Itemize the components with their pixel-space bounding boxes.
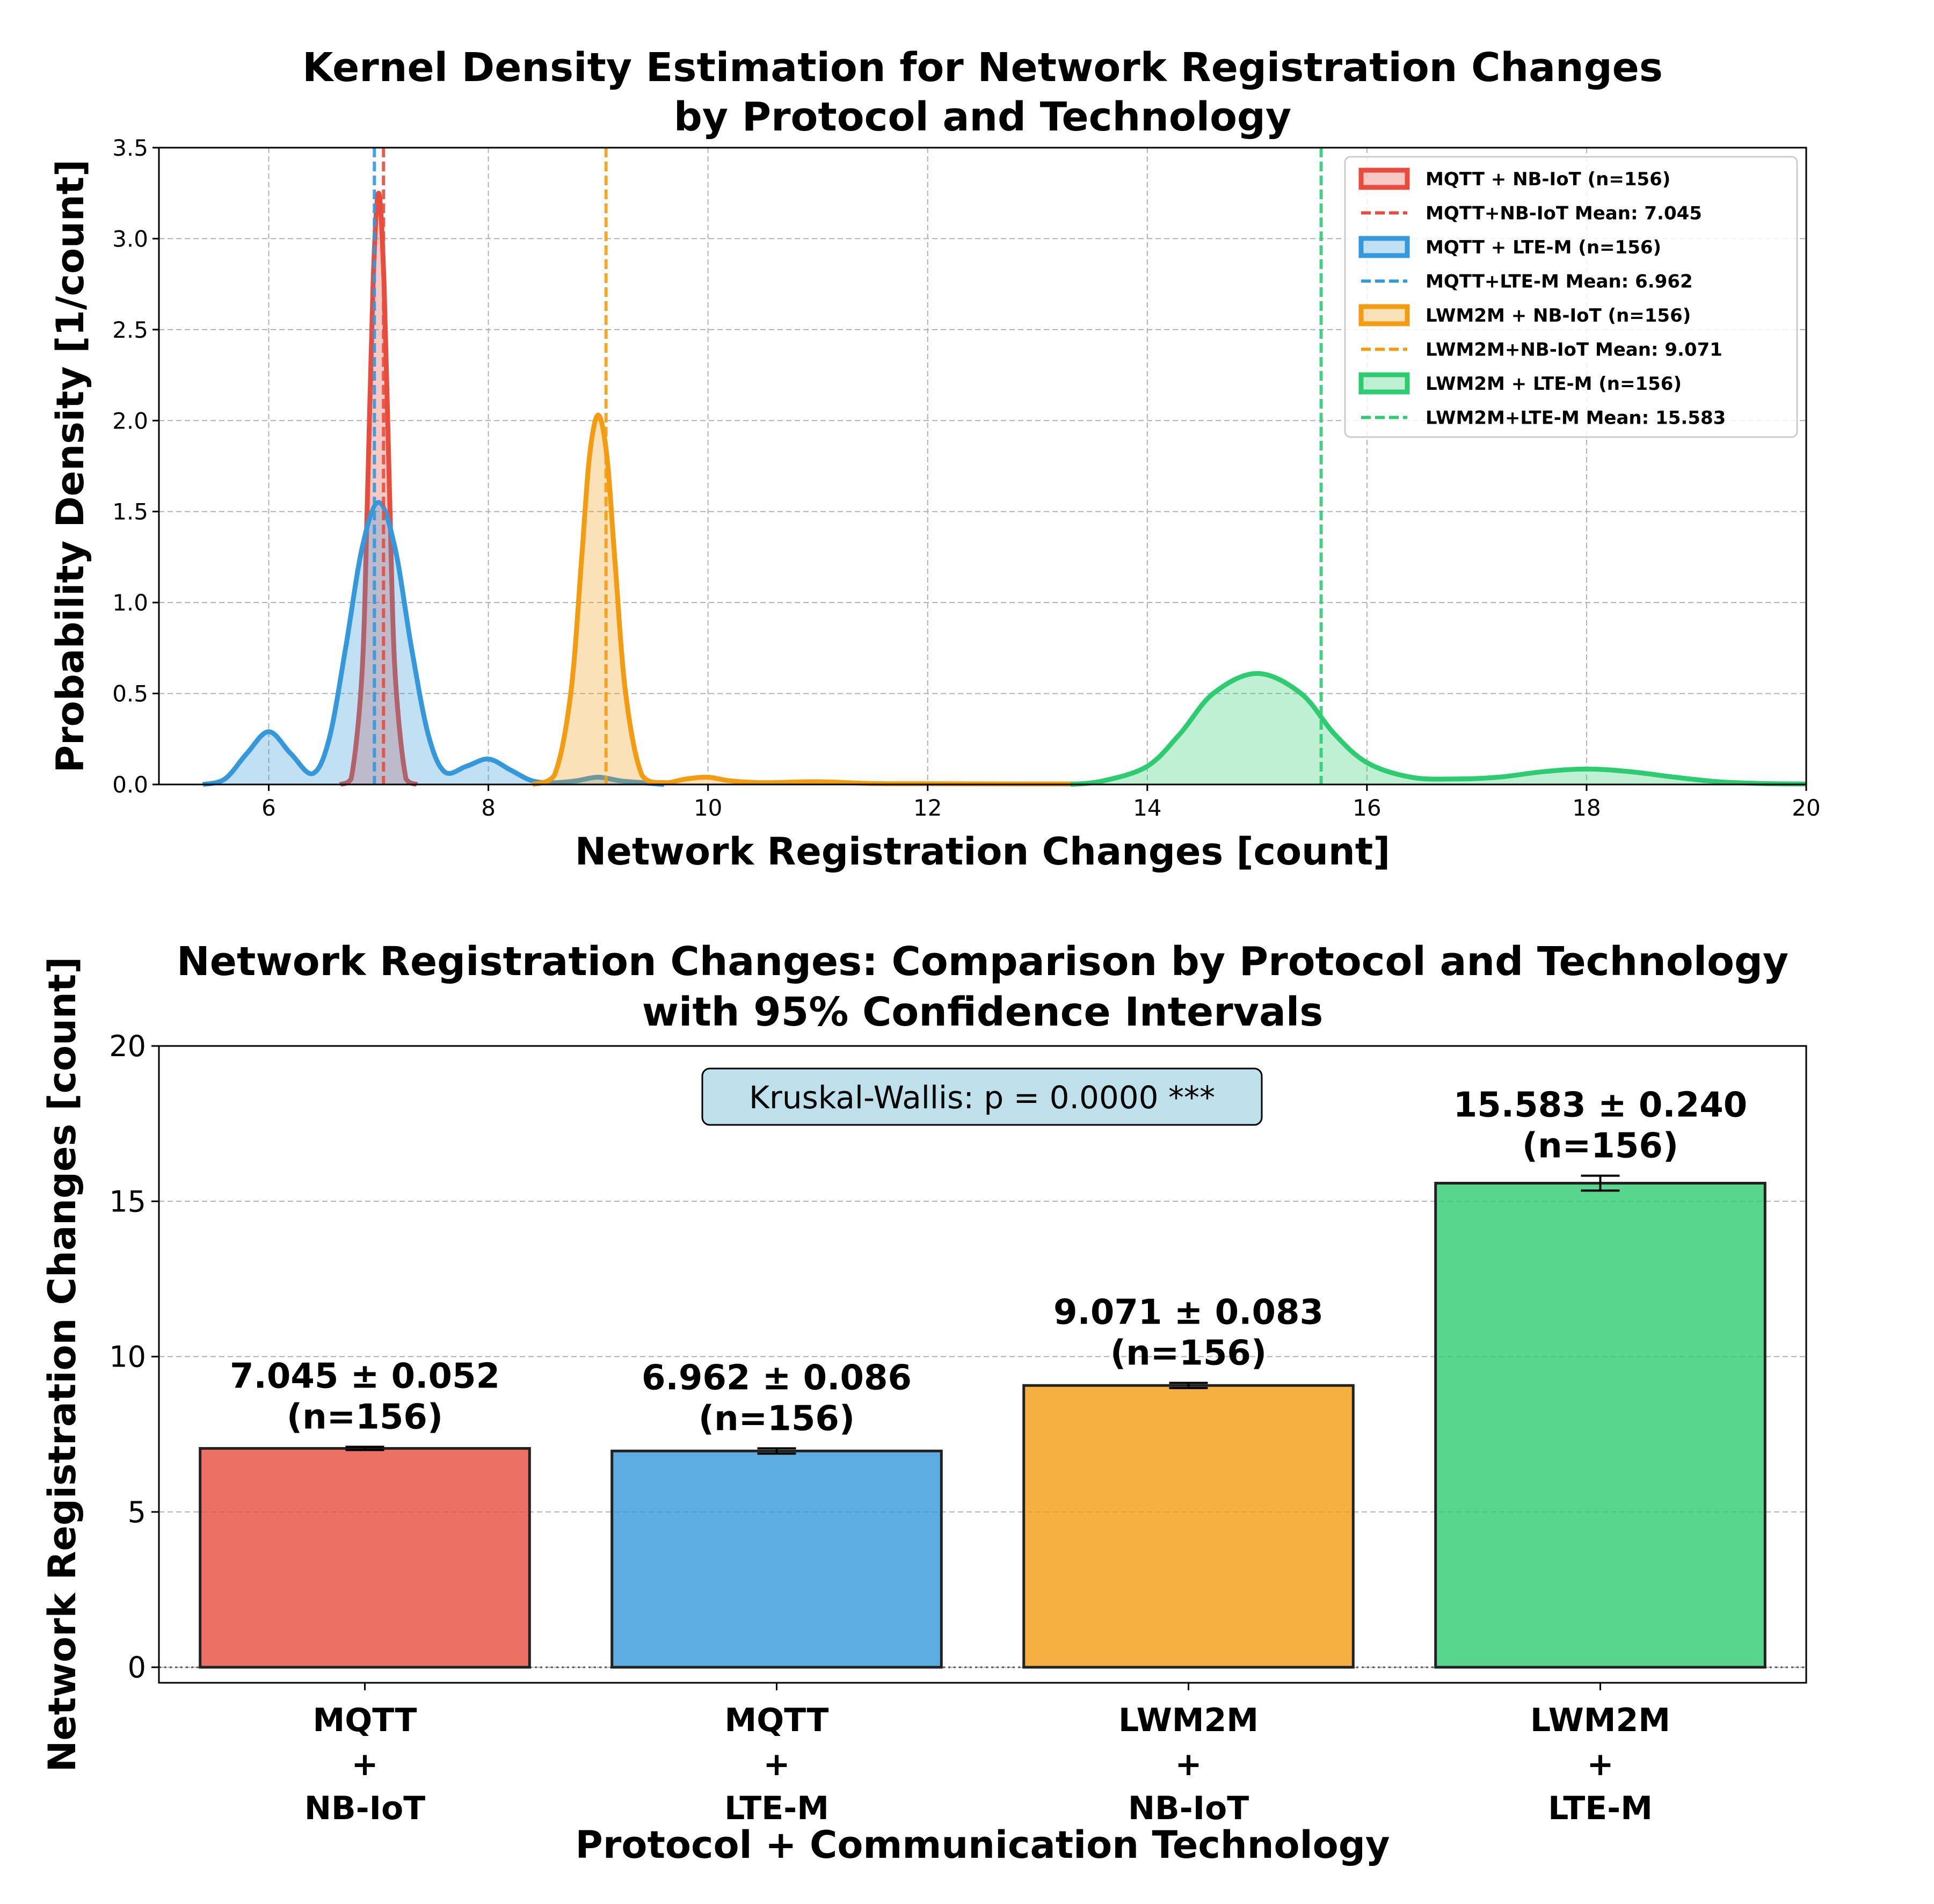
kde-x-tick-label: 18 bbox=[1572, 795, 1601, 821]
kde-legend-label: MQTT + NB-IoT (n=156) bbox=[1426, 169, 1670, 190]
kde-plot-frame bbox=[158, 147, 1807, 786]
stat-box-text: Kruskal-Wallis: p = 0.0000 *** bbox=[749, 1079, 1215, 1116]
bar-y-tick-label: 20 bbox=[109, 1029, 146, 1063]
bar-x-ticks: MQTT + NB-IoT MQTT + LTE-M LWM2M + NB-IoT LWM2M + L… bbox=[304, 1683, 1670, 1827]
kde-x-axis-label: Network Registration Changes [count] bbox=[575, 830, 1390, 874]
kde-x-tick-label: 14 bbox=[1133, 795, 1161, 821]
bar-x-tick-label: LTE-M bbox=[724, 1790, 829, 1827]
kde-curve-3 bbox=[1070, 671, 1807, 787]
kde-legend-frame bbox=[1344, 156, 1798, 438]
kde-y-tick-label: 1.5 bbox=[112, 499, 148, 525]
bar-value-label: 6.962 ± 0.086 bbox=[642, 1358, 912, 1398]
kde-x-tick-label: 6 bbox=[261, 795, 276, 821]
kde-y-axis-label: Probability Density [1/count] bbox=[48, 159, 92, 773]
bar-x-tick-label: LWM2M bbox=[1530, 1702, 1670, 1739]
bar-x-tick-label: MQTT bbox=[725, 1702, 829, 1739]
kde-y-tick-label: 0.0 bbox=[112, 772, 148, 798]
kde-area-1 bbox=[202, 502, 664, 784]
kde-legend-label: LWM2M + LTE-M (n=156) bbox=[1426, 373, 1682, 395]
kde-legend-label: LWM2M + NB-IoT (n=156) bbox=[1426, 305, 1691, 326]
kde-legend-patch bbox=[1358, 304, 1410, 326]
bar-2 bbox=[1022, 1384, 1355, 1669]
bar-y-tick-label: 5 bbox=[128, 1495, 146, 1529]
bar-x-axis-label: Protocol + Communication Technology bbox=[576, 1823, 1390, 1867]
kde-mean-lines bbox=[373, 148, 1323, 784]
kde-curves bbox=[202, 191, 1807, 787]
kde-y-tick-label: 1.0 bbox=[112, 590, 148, 616]
kde-legend-label: MQTT + LTE-M (n=156) bbox=[1426, 237, 1661, 258]
kde-y-tick-label: 0.5 bbox=[112, 681, 148, 707]
kde-area-0 bbox=[340, 193, 417, 785]
bar-count-label: (n=156) bbox=[287, 1397, 443, 1437]
kde-y-tick-label: 3.5 bbox=[112, 135, 148, 161]
bar-x-tick-label: + bbox=[1587, 1746, 1613, 1783]
kde-x-tick-label: 16 bbox=[1353, 795, 1381, 821]
kde-y-tick-label: 2.5 bbox=[112, 317, 148, 343]
kde-area-3 bbox=[1070, 673, 1806, 784]
bar-x-tick-label: NB-IoT bbox=[1128, 1790, 1249, 1827]
kde-x-tick-label: 12 bbox=[913, 795, 942, 821]
kde-x-ticks: 6 8 10 12 14 16 18 20 bbox=[261, 784, 1821, 821]
kde-panel: Kernel Density Estimation for Network Re… bbox=[48, 45, 1821, 874]
bar-x-tick-label: + bbox=[351, 1746, 378, 1783]
bar-3 bbox=[1434, 1182, 1766, 1669]
bar-x-tick-label: LWM2M bbox=[1118, 1702, 1259, 1739]
bar-0 bbox=[199, 1447, 531, 1669]
kde-legend-patch bbox=[1358, 168, 1410, 190]
bar-count-label: (n=156) bbox=[1110, 1333, 1267, 1373]
kde-y-tick-label: 2.0 bbox=[112, 408, 148, 434]
bar-plot-frame bbox=[158, 1045, 1807, 1684]
stat-box-frame bbox=[701, 1067, 1263, 1126]
bar-x-tick-label: + bbox=[763, 1746, 790, 1783]
bar-title-line2: with 95% Confidence Intervals bbox=[642, 989, 1324, 1035]
bar-value-label: 15.583 ± 0.240 bbox=[1453, 1086, 1748, 1125]
kde-x-tick-label: 8 bbox=[481, 795, 496, 821]
kde-legend: MQTT + NB-IoT (n=156) MQTT+NB-IoT Mean: 7… bbox=[1344, 156, 1798, 438]
bar-value-labels: 7.045 ± 0.052(n=156)6.962 ± 0.086(n=156)… bbox=[230, 1086, 1747, 1439]
kde-y-tick-label: 3.0 bbox=[112, 226, 148, 252]
bar-bars bbox=[199, 1182, 1766, 1669]
bar-value-label: 7.045 ± 0.052 bbox=[230, 1356, 500, 1396]
bar-count-label: (n=156) bbox=[1522, 1127, 1678, 1166]
bar-y-tick-label: 0 bbox=[128, 1651, 146, 1684]
bar-1 bbox=[610, 1449, 943, 1669]
kde-curve-1 bbox=[202, 500, 665, 787]
kde-curve-0 bbox=[339, 191, 418, 787]
kde-legend-patch bbox=[1358, 372, 1410, 395]
bar-y-tick-label: 15 bbox=[109, 1184, 146, 1218]
bar-title-line1: Network Registration Changes: Comparison… bbox=[177, 939, 1788, 985]
bar-x-tick-label: LTE-M bbox=[1548, 1790, 1653, 1827]
kde-title-line1: Kernel Density Estimation for Network Re… bbox=[302, 45, 1663, 91]
kde-title-line2: by Protocol and Technology bbox=[674, 94, 1291, 140]
bar-x-tick-label: + bbox=[1175, 1746, 1202, 1783]
kde-x-tick-label: 10 bbox=[694, 795, 722, 821]
kde-legend-label: LWM2M+NB-IoT Mean: 9.071 bbox=[1426, 339, 1722, 361]
kde-area-2 bbox=[532, 415, 1082, 784]
kde-curve-2 bbox=[531, 412, 1082, 787]
kde-x-tick-label: 20 bbox=[1792, 795, 1820, 821]
kde-y-ticks: 0.0 0.5 1.0 1.5 2.0 2.5 3.0 3.5 bbox=[112, 135, 159, 798]
bar-y-axis-label: Network Registration Changes [count] bbox=[40, 957, 84, 1772]
kde-legend-patch bbox=[1358, 236, 1410, 258]
bar-error-bars bbox=[345, 1174, 1620, 1455]
kde-legend-label: MQTT+LTE-M Mean: 6.962 bbox=[1426, 271, 1693, 293]
kde-legend-label: LWM2M+LTE-M Mean: 15.583 bbox=[1426, 408, 1726, 429]
bar-count-label: (n=156) bbox=[699, 1399, 855, 1438]
bar-value-label: 9.071 ± 0.083 bbox=[1053, 1292, 1324, 1332]
bar-y-ticks: 0 5 10 15 20 bbox=[109, 1029, 159, 1684]
bar-panel: Network Registration Changes: Comparison… bbox=[40, 939, 1807, 1867]
bar-x-tick-label: MQTT bbox=[313, 1702, 417, 1739]
bar-x-tick-label: NB-IoT bbox=[304, 1790, 425, 1827]
bar-y-tick-label: 10 bbox=[109, 1340, 146, 1374]
stat-box: Kruskal-Wallis: p = 0.0000 *** bbox=[701, 1067, 1263, 1126]
kde-legend-label: MQTT+NB-IoT Mean: 7.045 bbox=[1426, 203, 1702, 224]
